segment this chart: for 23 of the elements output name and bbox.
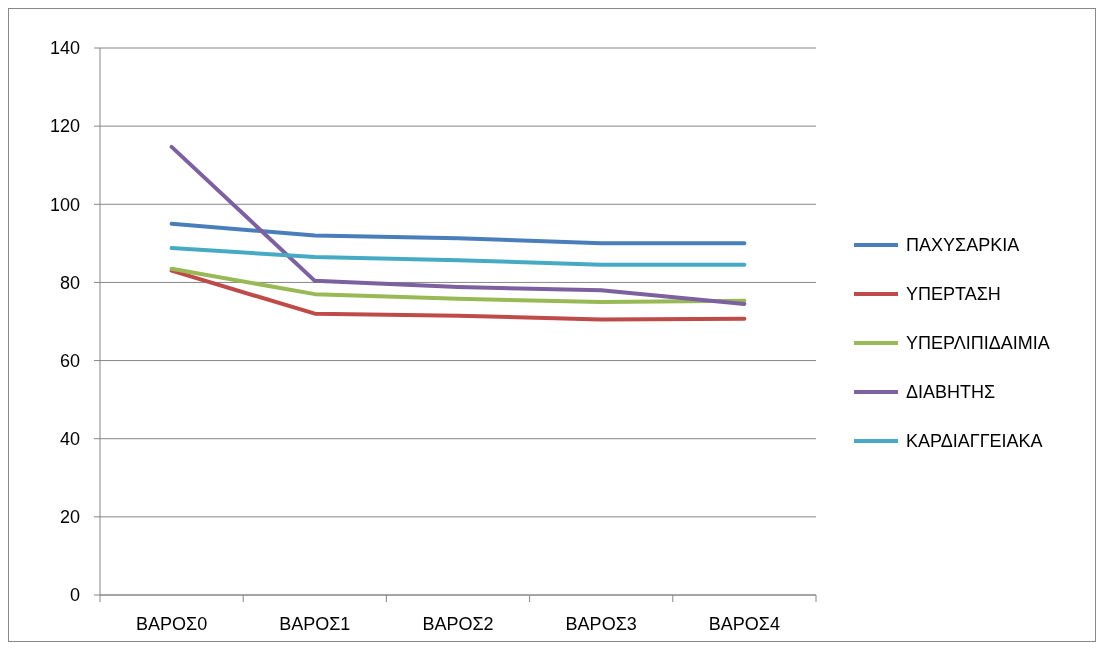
line-series xyxy=(169,144,747,306)
x-tick-label: ΒΑΡΟΣ0 xyxy=(136,614,208,634)
y-tick-label: 120 xyxy=(49,116,80,137)
legend-label: ΥΠΕΡΛΙΠΙΔΑΙΜΙΑ xyxy=(906,333,1050,354)
x-tick-label: ΒΑΡΟΣ2 xyxy=(422,614,494,634)
line-series xyxy=(169,266,747,304)
y-tick-label: 20 xyxy=(59,507,80,528)
legend-label: ΥΠΕΡΤΑΣΗ xyxy=(906,284,1001,305)
line-series xyxy=(169,268,747,322)
x-tick-label: ΒΑΡΟΣ4 xyxy=(708,614,780,634)
x-tick-label: ΒΑΡΟΣ1 xyxy=(279,614,351,634)
y-tick-label: 100 xyxy=(49,194,80,215)
y-tick-label: 140 xyxy=(49,38,80,59)
line-series xyxy=(169,246,747,267)
y-tick-label: 60 xyxy=(59,350,80,371)
legend-label: ΠΑΧΥΣΑΡΚΙΑ xyxy=(906,235,1020,256)
line-series xyxy=(169,221,747,246)
y-tick-label: 40 xyxy=(59,429,80,450)
y-tick-label: 80 xyxy=(59,272,80,293)
y-tick-label: 0 xyxy=(69,585,80,606)
x-tick-label: ΒΑΡΟΣ3 xyxy=(565,614,637,634)
legend-label: ΔΙΑΒΗΤΗΣ xyxy=(906,382,996,403)
legend-label: ΚΑΡΔΙΑΓΓΕΙΑΚΑ xyxy=(906,431,1043,452)
